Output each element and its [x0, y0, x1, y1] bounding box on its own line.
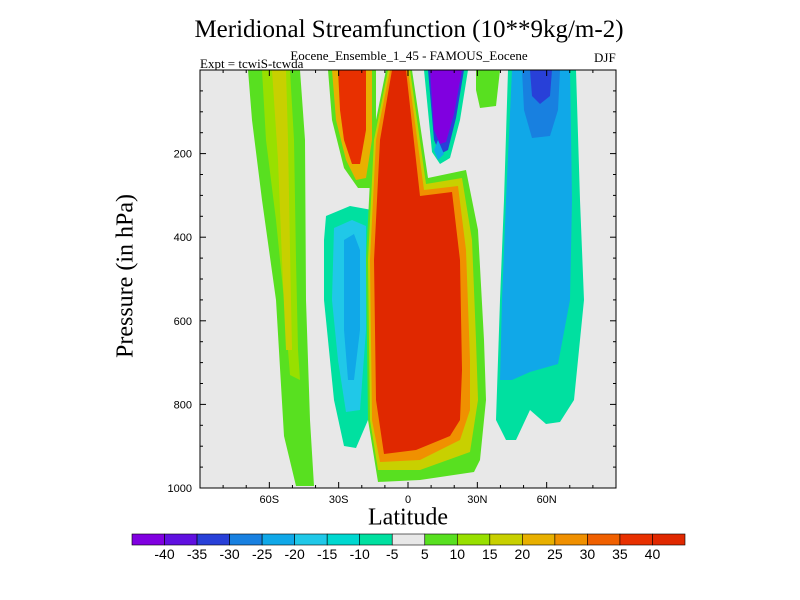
- colorbar-label: -15: [317, 546, 338, 562]
- colorbar-swatch: [489, 533, 523, 546]
- colorbar-swatch: [652, 533, 686, 546]
- colorbar-label: -5: [386, 546, 399, 562]
- colorbar-label: 5: [420, 546, 429, 562]
- contour-north-neg-30: [530, 70, 552, 104]
- colorbar-label: -35: [186, 546, 208, 562]
- colorbar-label: -25: [251, 546, 273, 562]
- x-axis-ticks: 60S 30S 0 30N 60N: [222, 70, 594, 506]
- colorbar-label: 20: [514, 546, 531, 562]
- contour-north-trop-neg-40: [430, 70, 462, 144]
- colorbar-swatch: [131, 533, 165, 546]
- contour-north-trop-neg-15: [434, 140, 444, 160]
- contour-north-pos-strip: [476, 70, 500, 108]
- experiment-label: Expt = tcwiS-tcwda: [200, 56, 304, 71]
- contour-south-neg-15: [344, 234, 360, 380]
- colorbar: [131, 533, 686, 546]
- colorbar-label: -20: [284, 546, 305, 562]
- y-tick-label: 1000: [168, 483, 192, 495]
- colorbar-label: -10: [349, 546, 370, 562]
- y-tick-label: 200: [174, 149, 192, 161]
- colorbar-swatch: [164, 533, 198, 546]
- contour-north-neg-15: [500, 70, 572, 380]
- y-tick-label: 600: [174, 316, 192, 328]
- colorbar-swatch: [359, 533, 393, 546]
- colorbar-label: 10: [449, 546, 466, 562]
- colorbar-swatch: [587, 533, 621, 546]
- contour-south-upper-40: [338, 70, 366, 164]
- contour-hadley-40: [374, 70, 462, 454]
- colorbar-swatch: [424, 533, 458, 546]
- colorbar-label: 15: [482, 546, 498, 562]
- chart-title: Meridional Streamfunction (10**9kg/m-2): [194, 16, 624, 43]
- colorbar-swatch: [261, 533, 295, 546]
- x-tick-label: 30N: [467, 494, 487, 506]
- season-label: DJF: [594, 50, 616, 65]
- colorbar-swatch: [619, 533, 653, 546]
- contour-south-band-10: [248, 70, 314, 486]
- colorbar-label: -30: [219, 546, 240, 562]
- x-tick-label: 0: [405, 494, 411, 506]
- colorbar-swatch: [326, 533, 361, 546]
- colorbar-label: 40: [644, 546, 661, 562]
- colorbar-swatch: [294, 533, 328, 546]
- x-tick-label: 60N: [537, 494, 557, 506]
- colorbar-label: 30: [579, 546, 596, 562]
- colorbar-swatch: [391, 533, 426, 546]
- y-tick-label: 400: [174, 232, 192, 244]
- chart-subtitle: Eocene_Ensemble_1_45 - FAMOUS_Eocene: [290, 48, 528, 63]
- colorbar-label: -40: [154, 546, 175, 562]
- colorbar-label: 25: [547, 546, 563, 562]
- colorbar-swatch: [229, 533, 263, 546]
- colorbar-swatch: [456, 533, 491, 546]
- colorbar-swatch: [522, 533, 556, 546]
- colorbar-swatch: [554, 533, 588, 546]
- x-tick-label: 60S: [260, 494, 280, 506]
- x-axis-label: Latitude: [368, 504, 448, 531]
- x-tick-label: 30S: [329, 494, 349, 506]
- y-tick-label: 800: [174, 399, 192, 411]
- colorbar-label: 35: [612, 546, 628, 562]
- contour-south-band-20: [272, 70, 292, 350]
- colorbar-swatch: [196, 533, 230, 546]
- y-axis-ticks: 200 400 600 800 1000: [168, 90, 616, 495]
